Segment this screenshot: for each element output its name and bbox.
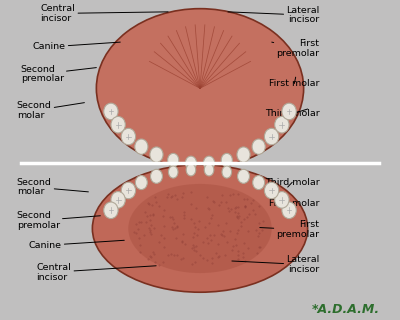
Text: Central
incisor: Central incisor (36, 263, 156, 282)
Text: First molar: First molar (269, 77, 320, 88)
Text: First molar: First molar (269, 199, 320, 208)
Ellipse shape (204, 164, 214, 176)
Text: Second
premolar: Second premolar (17, 211, 100, 230)
Text: Second
molar: Second molar (17, 178, 88, 196)
Ellipse shape (168, 166, 178, 178)
Ellipse shape (221, 153, 232, 167)
Ellipse shape (222, 166, 232, 178)
Text: Second
molar: Second molar (17, 101, 84, 120)
Ellipse shape (282, 202, 296, 219)
Ellipse shape (111, 192, 125, 208)
Ellipse shape (275, 192, 289, 208)
Ellipse shape (252, 139, 265, 154)
Ellipse shape (128, 184, 272, 273)
Ellipse shape (237, 147, 250, 162)
Ellipse shape (96, 9, 304, 168)
Ellipse shape (204, 156, 215, 170)
Text: First
premolar: First premolar (260, 220, 320, 239)
Ellipse shape (282, 103, 296, 120)
Ellipse shape (104, 202, 118, 219)
Ellipse shape (185, 156, 196, 170)
Ellipse shape (264, 182, 279, 199)
Text: Canine: Canine (32, 42, 120, 52)
Ellipse shape (275, 116, 289, 133)
Text: First
premolar: First premolar (272, 39, 320, 58)
Ellipse shape (111, 116, 125, 133)
Text: Third molar: Third molar (265, 178, 320, 187)
Text: Lateral
incisor: Lateral incisor (232, 255, 320, 274)
Ellipse shape (186, 164, 196, 176)
Text: Second
premolar: Second premolar (21, 65, 96, 83)
Text: Lateral
incisor: Lateral incisor (228, 6, 320, 24)
Ellipse shape (264, 128, 279, 145)
Text: Canine: Canine (28, 240, 124, 250)
Text: Third molar: Third molar (265, 109, 320, 118)
Ellipse shape (168, 153, 179, 167)
Ellipse shape (135, 176, 147, 189)
Ellipse shape (104, 103, 118, 120)
Text: *A.D.A.M.: *A.D.A.M. (312, 303, 380, 316)
Ellipse shape (238, 169, 250, 183)
Ellipse shape (150, 147, 163, 162)
Text: Central
incisor: Central incisor (40, 4, 168, 23)
Ellipse shape (135, 139, 148, 154)
Ellipse shape (92, 165, 308, 292)
Ellipse shape (121, 182, 136, 199)
Ellipse shape (150, 169, 162, 183)
Ellipse shape (121, 128, 136, 145)
Ellipse shape (253, 176, 265, 189)
